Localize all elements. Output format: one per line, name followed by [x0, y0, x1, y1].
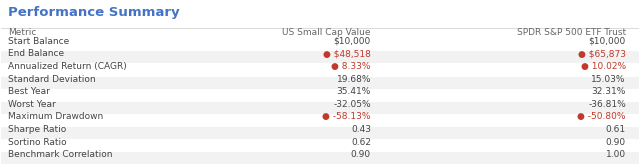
- Text: 0.62: 0.62: [351, 138, 371, 147]
- FancyBboxPatch shape: [1, 127, 639, 139]
- Text: Worst Year: Worst Year: [8, 100, 56, 109]
- Text: 0.90: 0.90: [605, 138, 626, 147]
- Text: Sortino Ratio: Sortino Ratio: [8, 138, 67, 147]
- Text: ● $48,518: ● $48,518: [323, 49, 371, 58]
- Text: 15.03%: 15.03%: [591, 75, 626, 84]
- Text: ● $65,873: ● $65,873: [578, 49, 626, 58]
- Text: 35.41%: 35.41%: [337, 87, 371, 96]
- Text: Benchmark Correlation: Benchmark Correlation: [8, 150, 112, 159]
- FancyBboxPatch shape: [1, 77, 639, 89]
- Text: 0.90: 0.90: [351, 150, 371, 159]
- Text: -32.05%: -32.05%: [333, 100, 371, 109]
- Text: ● 8.33%: ● 8.33%: [332, 62, 371, 71]
- FancyBboxPatch shape: [1, 51, 639, 63]
- Text: ● 10.02%: ● 10.02%: [580, 62, 626, 71]
- FancyBboxPatch shape: [1, 102, 639, 114]
- Text: Best Year: Best Year: [8, 87, 50, 96]
- Text: 1.00: 1.00: [605, 150, 626, 159]
- Text: 32.31%: 32.31%: [591, 87, 626, 96]
- Text: Sharpe Ratio: Sharpe Ratio: [8, 125, 66, 134]
- Text: $10,000: $10,000: [589, 37, 626, 46]
- Text: $10,000: $10,000: [333, 37, 371, 46]
- Text: 0.43: 0.43: [351, 125, 371, 134]
- Text: 19.68%: 19.68%: [337, 75, 371, 84]
- Text: US Small Cap Value: US Small Cap Value: [282, 28, 371, 37]
- Text: Maximum Drawdown: Maximum Drawdown: [8, 112, 103, 121]
- Text: SPDR S&P 500 ETF Trust: SPDR S&P 500 ETF Trust: [516, 28, 626, 37]
- Text: 0.61: 0.61: [605, 125, 626, 134]
- Text: -36.81%: -36.81%: [588, 100, 626, 109]
- Text: Standard Deviation: Standard Deviation: [8, 75, 95, 84]
- Text: Start Balance: Start Balance: [8, 37, 69, 46]
- FancyBboxPatch shape: [1, 152, 639, 164]
- Text: Annualized Return (CAGR): Annualized Return (CAGR): [8, 62, 127, 71]
- Text: End Balance: End Balance: [8, 49, 64, 58]
- Text: Performance Summary: Performance Summary: [8, 6, 179, 19]
- Text: ● -58.13%: ● -58.13%: [323, 112, 371, 121]
- Text: ● -50.80%: ● -50.80%: [577, 112, 626, 121]
- Text: Metric: Metric: [8, 28, 36, 37]
